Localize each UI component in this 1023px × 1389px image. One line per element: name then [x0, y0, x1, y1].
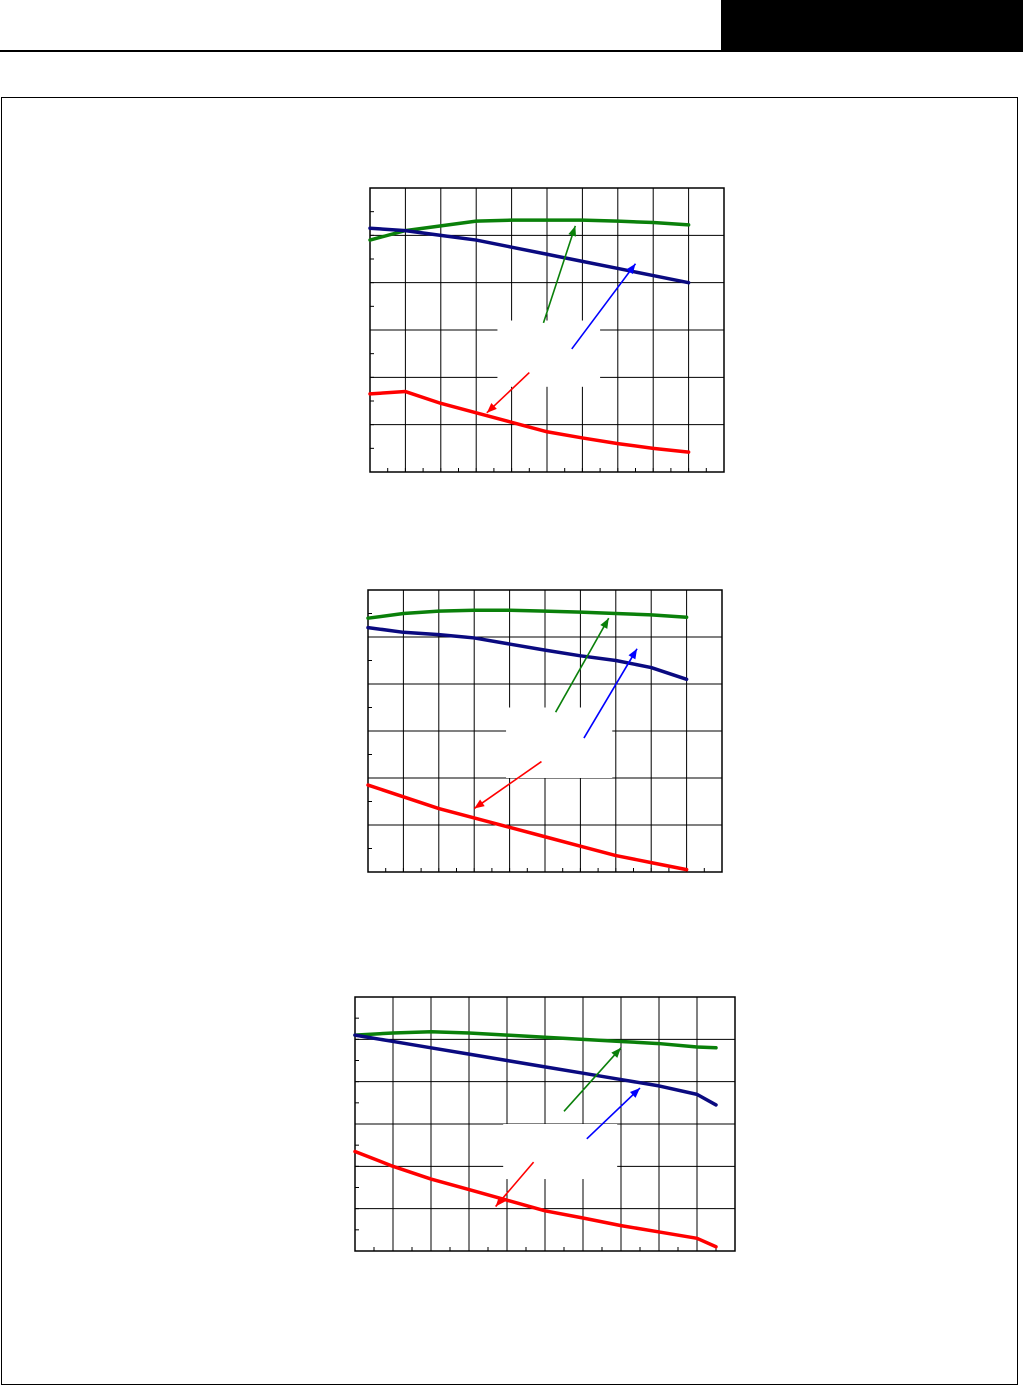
- arrow-head: [495, 1196, 506, 1207]
- chart-2: [366, 589, 723, 873]
- arrow-line: [563, 1047, 622, 1112]
- arrow-head: [486, 403, 497, 413]
- series-line-green: [366, 608, 689, 620]
- header-rule: [0, 50, 1023, 52]
- series-line-blue: [366, 625, 689, 682]
- figure-frame: [1, 97, 1018, 1385]
- series-line-red: [368, 389, 691, 454]
- arrow-head: [600, 618, 609, 629]
- label-box: [503, 1124, 618, 1180]
- series-line-red: [353, 1149, 718, 1249]
- arrow-line: [542, 225, 577, 324]
- header-tab: [721, 0, 1023, 51]
- plot-border: [354, 996, 736, 1252]
- series-line-blue: [353, 1033, 718, 1107]
- arrow-head: [474, 799, 485, 809]
- arrow-head: [626, 263, 636, 275]
- arrow-head: [630, 1088, 640, 1098]
- plot-border: [369, 187, 725, 473]
- series-line-blue: [368, 226, 691, 285]
- plot-border: [367, 589, 723, 873]
- arrow-head: [568, 225, 577, 237]
- chart-1: [368, 187, 725, 473]
- arrow-head: [611, 1047, 621, 1058]
- arrow-line: [586, 1087, 641, 1140]
- arrow-line: [571, 263, 637, 350]
- series-line-green: [368, 218, 691, 242]
- arrow-head: [628, 648, 638, 660]
- label-box: [497, 320, 601, 387]
- arrow-line: [583, 648, 638, 739]
- chart-3: [353, 996, 736, 1252]
- series-line-green: [353, 1029, 718, 1050]
- arrow-line: [473, 760, 542, 810]
- series-line-red: [366, 783, 689, 872]
- arrow-line: [554, 617, 610, 713]
